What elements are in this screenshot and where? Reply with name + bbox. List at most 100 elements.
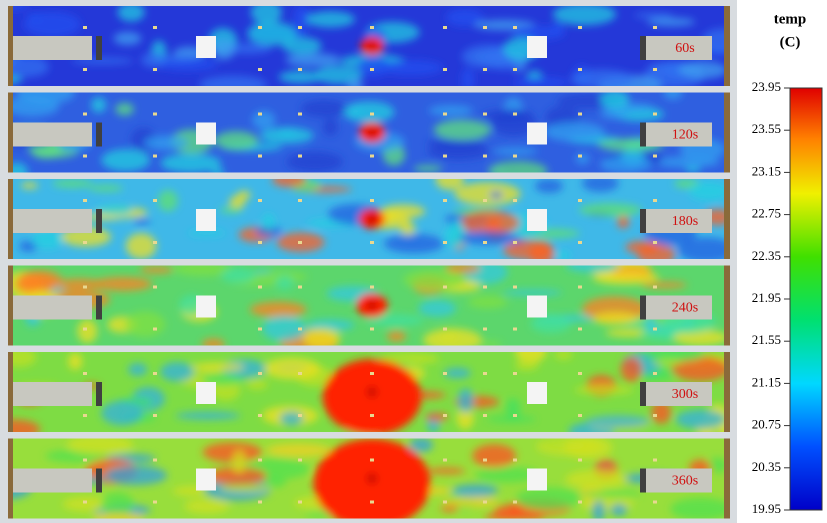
light — [483, 372, 487, 375]
light — [653, 199, 657, 202]
blob — [515, 360, 539, 370]
blob — [282, 37, 322, 54]
light — [370, 286, 374, 289]
light — [483, 113, 487, 116]
edge — [8, 179, 13, 259]
blob — [184, 499, 229, 514]
light — [83, 68, 87, 71]
light — [578, 286, 582, 289]
blob — [219, 207, 242, 213]
light — [513, 241, 517, 244]
side-post — [96, 382, 102, 406]
side-post — [640, 382, 646, 406]
hot-core — [367, 128, 377, 138]
blob — [191, 363, 244, 372]
light — [443, 328, 447, 331]
light — [153, 199, 157, 202]
time-label: 300s — [672, 387, 698, 402]
light — [258, 241, 262, 244]
light — [370, 68, 374, 71]
colorbar-title: temp — [774, 11, 807, 27]
blob — [460, 231, 519, 245]
blob — [503, 290, 563, 296]
blob — [427, 468, 465, 474]
light — [83, 328, 87, 331]
light — [298, 328, 302, 331]
light — [370, 199, 374, 202]
blob — [428, 143, 490, 161]
time-label: 60s — [675, 41, 694, 56]
light — [298, 459, 302, 462]
side-block — [8, 382, 92, 406]
blob — [565, 470, 627, 490]
blob — [221, 267, 255, 283]
light — [153, 155, 157, 158]
column — [527, 296, 547, 318]
light — [370, 328, 374, 331]
hot-core — [367, 41, 377, 51]
blob — [574, 385, 634, 394]
blob — [610, 504, 627, 517]
blob — [101, 401, 143, 426]
light — [578, 459, 582, 462]
light — [578, 113, 582, 116]
blob — [114, 32, 142, 45]
light — [153, 501, 157, 504]
light — [483, 501, 487, 504]
light — [578, 414, 582, 417]
blob — [306, 11, 355, 27]
light — [483, 155, 487, 158]
light — [443, 241, 447, 244]
side-post — [640, 469, 646, 493]
side-post — [640, 296, 646, 320]
blob — [481, 109, 533, 121]
light — [83, 372, 87, 375]
light — [153, 26, 157, 29]
panel: 240s — [4, 257, 730, 355]
light — [258, 286, 262, 289]
light — [578, 26, 582, 29]
blob — [260, 127, 314, 143]
field — [0, 1, 741, 97]
light — [483, 459, 487, 462]
tick-label: 20.75 — [752, 417, 781, 432]
light — [370, 241, 374, 244]
edge — [8, 439, 13, 519]
light — [258, 68, 262, 71]
light — [483, 68, 487, 71]
blob — [125, 311, 166, 337]
blob — [301, 100, 347, 118]
edge — [8, 352, 13, 432]
blob — [343, 101, 394, 122]
column — [196, 123, 216, 145]
field — [0, 81, 730, 181]
light — [513, 414, 517, 417]
light — [653, 26, 657, 29]
column — [527, 382, 547, 404]
blob — [276, 275, 294, 290]
blob — [126, 233, 157, 259]
light — [153, 68, 157, 71]
blob — [250, 301, 307, 317]
hot-core — [367, 301, 377, 311]
panel: 360s — [0, 435, 732, 523]
hot-core — [367, 214, 377, 224]
light — [513, 155, 517, 158]
light — [483, 328, 487, 331]
light — [443, 414, 447, 417]
blob — [600, 90, 629, 108]
tick-label: 23.55 — [752, 121, 781, 136]
light — [298, 241, 302, 244]
light — [513, 199, 517, 202]
light — [298, 501, 302, 504]
light — [578, 68, 582, 71]
blob — [104, 466, 167, 486]
light — [83, 459, 87, 462]
blob — [688, 182, 729, 201]
edge — [8, 6, 13, 86]
blob — [144, 136, 188, 151]
blob — [128, 363, 147, 376]
figure: 60s120s180s240s300s360s temp (C) 23.9523… — [0, 0, 827, 523]
side-block — [8, 296, 92, 320]
blob — [555, 250, 571, 260]
